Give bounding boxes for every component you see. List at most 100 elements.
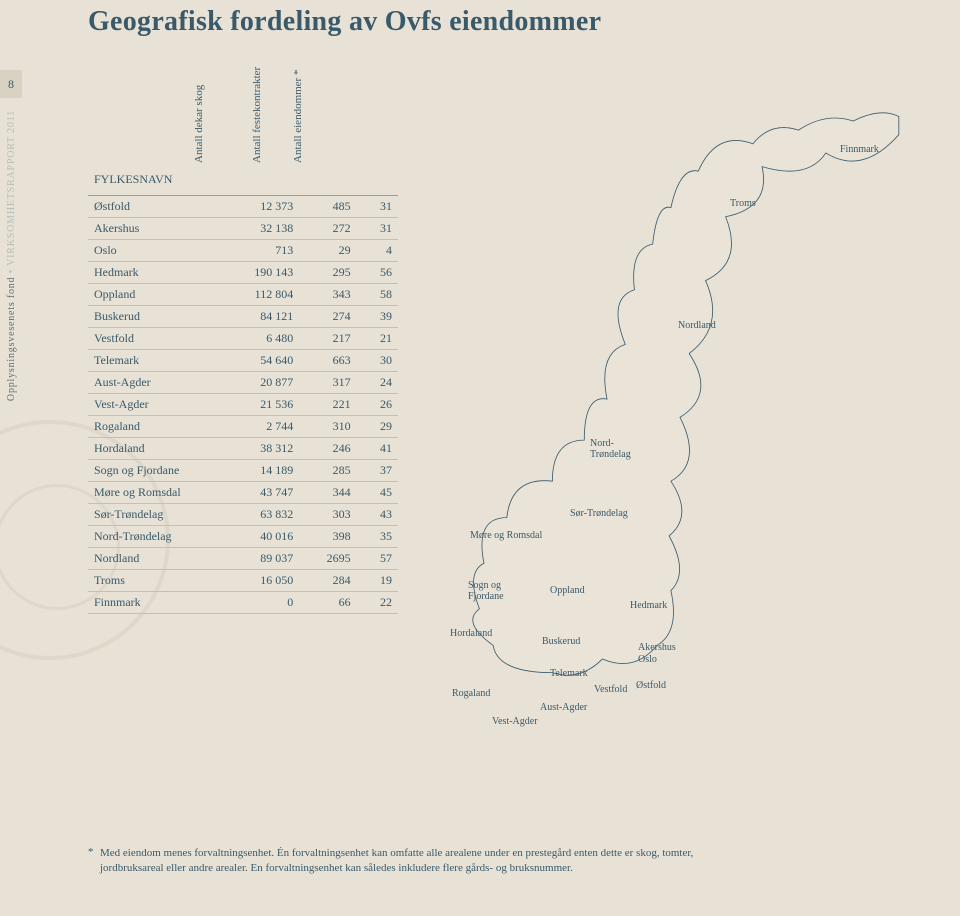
cell-value: 29 xyxy=(299,240,356,262)
footnote: Med eiendom menes forvaltningsenhet. Én … xyxy=(100,846,700,876)
cell-value: 84 121 xyxy=(218,306,299,328)
cell-fylke: Oppland xyxy=(88,284,218,306)
cell-value: 21 536 xyxy=(218,394,299,416)
cell-value: 21 xyxy=(357,328,398,350)
cell-value: 6 480 xyxy=(218,328,299,350)
cell-fylke: Oslo xyxy=(88,240,218,262)
table-row: Telemark54 64066330 xyxy=(88,350,398,372)
cell-value: 63 832 xyxy=(218,504,299,526)
table-row: Oslo713294 xyxy=(88,240,398,262)
map-label: Vestfold xyxy=(594,684,627,695)
map-label: Finnmark xyxy=(840,144,879,155)
page-title: Geografisk fordeling av Ovfs eiendommer xyxy=(88,6,601,38)
cell-value: 35 xyxy=(357,526,398,548)
cell-value: 344 xyxy=(299,482,356,504)
cell-value: 22 xyxy=(357,592,398,614)
cell-fylke: Nord-Trøndelag xyxy=(88,526,218,548)
cell-value: 663 xyxy=(299,350,356,372)
cell-fylke: Troms xyxy=(88,570,218,592)
table-row: Østfold12 37348531 xyxy=(88,196,398,218)
page-number: 8 xyxy=(0,70,22,98)
cell-value: 485 xyxy=(299,196,356,218)
cell-value: 32 138 xyxy=(218,218,299,240)
table-row: Buskerud84 12127439 xyxy=(88,306,398,328)
map-label: Vest-Agder xyxy=(492,716,538,727)
cell-value: 217 xyxy=(299,328,356,350)
cell-value: 16 050 xyxy=(218,570,299,592)
map-label: Nordland xyxy=(678,320,716,331)
cell-value: 29 xyxy=(357,416,398,438)
cell-fylke: Sogn og Fjordane xyxy=(88,460,218,482)
cell-value: 45 xyxy=(357,482,398,504)
cell-value: 37 xyxy=(357,460,398,482)
cell-fylke: Buskerud xyxy=(88,306,218,328)
map-label: Nord-Trøndelag xyxy=(590,438,631,460)
map-label: Rogaland xyxy=(452,688,490,699)
table-row: Sogn og Fjordane14 18928537 xyxy=(88,460,398,482)
fylke-table: FYLKESNAVN Antall dekar skog Antall fest… xyxy=(88,96,398,614)
side-caption-light: • VIRKSOMHETSRAPPORT 2011 xyxy=(6,110,17,277)
cell-value: 54 640 xyxy=(218,350,299,372)
cell-value: 272 xyxy=(299,218,356,240)
cell-value: 38 312 xyxy=(218,438,299,460)
cell-fylke: Sør-Trøndelag xyxy=(88,504,218,526)
table-row: Vestfold6 48021721 xyxy=(88,328,398,350)
cell-value: 31 xyxy=(357,218,398,240)
table-row: Troms16 05028419 xyxy=(88,570,398,592)
cell-value: 246 xyxy=(299,438,356,460)
cell-value: 284 xyxy=(299,570,356,592)
cell-value: 295 xyxy=(299,262,356,284)
cell-value: 14 189 xyxy=(218,460,299,482)
norway-outline xyxy=(473,113,899,675)
cell-value: 2695 xyxy=(299,548,356,570)
cell-value: 4 xyxy=(357,240,398,262)
map-label: Sør-Trøndelag xyxy=(570,508,628,519)
norway-map: Finnmark Troms Nordland Nord-Trøndelag Sør-T… xyxy=(420,80,940,700)
cell-value: 39 xyxy=(357,306,398,328)
cell-fylke: Vest-Agder xyxy=(88,394,218,416)
cell-value: 43 747 xyxy=(218,482,299,504)
table-row: Sør-Trøndelag63 83230343 xyxy=(88,504,398,526)
cell-value: 0 xyxy=(218,592,299,614)
map-label: Oppland xyxy=(550,585,584,596)
cell-value: 89 037 xyxy=(218,548,299,570)
table-row: Vest-Agder21 53622126 xyxy=(88,394,398,416)
cell-value: 713 xyxy=(218,240,299,262)
table-row: Akershus32 13827231 xyxy=(88,218,398,240)
map-label: Møre og Romsdal xyxy=(470,530,542,541)
cell-value: 285 xyxy=(299,460,356,482)
cell-value: 66 xyxy=(299,592,356,614)
cell-fylke: Hordaland xyxy=(88,438,218,460)
cell-value: 190 143 xyxy=(218,262,299,284)
cell-value: 43 xyxy=(357,504,398,526)
table-header-row: FYLKESNAVN Antall dekar skog Antall fest… xyxy=(88,96,398,196)
map-label: Oslo xyxy=(638,654,657,665)
cell-value: 41 xyxy=(357,438,398,460)
cell-value: 221 xyxy=(299,394,356,416)
table-row: Aust-Agder20 87731724 xyxy=(88,372,398,394)
cell-fylke: Rogaland xyxy=(88,416,218,438)
table-row: Nord-Trøndelag40 01639835 xyxy=(88,526,398,548)
table-row: Nordland89 037269557 xyxy=(88,548,398,570)
cell-fylke: Akershus xyxy=(88,218,218,240)
cell-value: 343 xyxy=(299,284,356,306)
cell-value: 112 804 xyxy=(218,284,299,306)
cell-value: 2 744 xyxy=(218,416,299,438)
table-row: Oppland112 80434358 xyxy=(88,284,398,306)
cell-value: 317 xyxy=(299,372,356,394)
table-row: Møre og Romsdal43 74734445 xyxy=(88,482,398,504)
map-label: Sogn ogFjordane xyxy=(468,580,504,602)
table-row: Rogaland2 74431029 xyxy=(88,416,398,438)
cell-value: 398 xyxy=(299,526,356,548)
cell-fylke: Telemark xyxy=(88,350,218,372)
cell-value: 56 xyxy=(357,262,398,284)
table-row: Finnmark06622 xyxy=(88,592,398,614)
cell-value: 40 016 xyxy=(218,526,299,548)
cell-fylke: Østfold xyxy=(88,196,218,218)
map-label: Akershus xyxy=(638,642,676,653)
map-label: Troms xyxy=(730,198,756,209)
cell-fylke: Hedmark xyxy=(88,262,218,284)
cell-fylke: Nordland xyxy=(88,548,218,570)
cell-value: 57 xyxy=(357,548,398,570)
footnote-marker: * xyxy=(88,846,94,858)
